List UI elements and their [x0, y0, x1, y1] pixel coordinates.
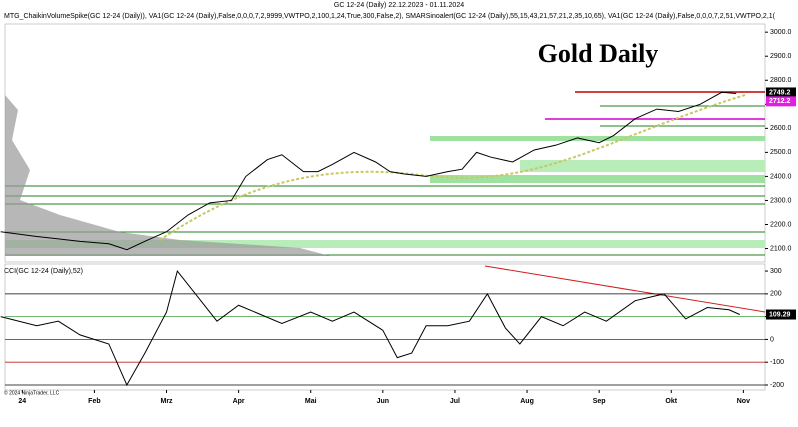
support-zones	[5, 91, 766, 313]
x-tick-label: Aug	[520, 398, 534, 405]
y-tick-label: 2600.0	[770, 125, 792, 132]
window-title: GC 12-24 (Daily) 22.12.2023 - 01.11.2024	[334, 2, 464, 9]
price-marker-label: 2749.2	[769, 89, 791, 96]
x-tick-label: Jun	[377, 398, 389, 405]
price-marker-label: 109.29	[769, 311, 791, 318]
zone	[430, 136, 765, 141]
x-tick-label: Okt	[665, 398, 677, 405]
x-tick-label: 24	[18, 398, 26, 405]
price-marker	[766, 87, 796, 98]
x-tick-label: Apr	[233, 398, 245, 405]
cci-title: CCI(GC 12-24 (Daily),52)	[4, 268, 83, 275]
zone	[5, 240, 765, 248]
price-marker	[766, 309, 796, 320]
x-tick-label: Sep	[593, 398, 606, 405]
volume-profile	[5, 95, 330, 256]
y-tick-label: 2300.0	[770, 197, 792, 204]
y-tick-label: -200	[770, 382, 784, 389]
zone	[430, 175, 765, 183]
y-tick-label: 3000.0	[770, 29, 792, 36]
x-tick-label: Mai	[305, 398, 317, 405]
price-line	[0, 91, 737, 251]
x-tick-label: Jul	[450, 398, 460, 405]
x-tick-label: Feb	[88, 398, 100, 405]
y-tick-label: -100	[770, 359, 784, 366]
price-marker-label: 2712.2	[769, 98, 791, 105]
y-tick-label: 2800.0	[770, 77, 792, 84]
x-tick-label: Nov	[737, 398, 750, 405]
y-tick-label: 2200.0	[770, 221, 792, 228]
price-line	[0, 269, 740, 387]
trendline	[484, 265, 766, 313]
y-tick-label: 200	[770, 291, 782, 298]
copyright: © 2024 NinjaTrader, LLC	[4, 389, 60, 396]
zone	[520, 160, 765, 172]
moving-average	[159, 94, 746, 241]
x-tick-label: Mrz	[160, 398, 173, 405]
price-marker	[766, 96, 796, 107]
y-tick-label: 2900.0	[770, 53, 792, 60]
y-tick-label: 300	[770, 268, 782, 275]
y-tick-label: 2500.0	[770, 149, 792, 156]
y-tick-label: 0	[770, 336, 774, 343]
cci-frame	[4, 263, 766, 391]
y-tick-label: 2100.0	[770, 245, 792, 252]
chart-title: Gold Daily	[538, 39, 659, 68]
indicator-list: MTG_ChaikinVolumeSpike(GC 12-24 (Daily))…	[4, 13, 776, 20]
y-tick-label: 2400.0	[770, 173, 792, 180]
